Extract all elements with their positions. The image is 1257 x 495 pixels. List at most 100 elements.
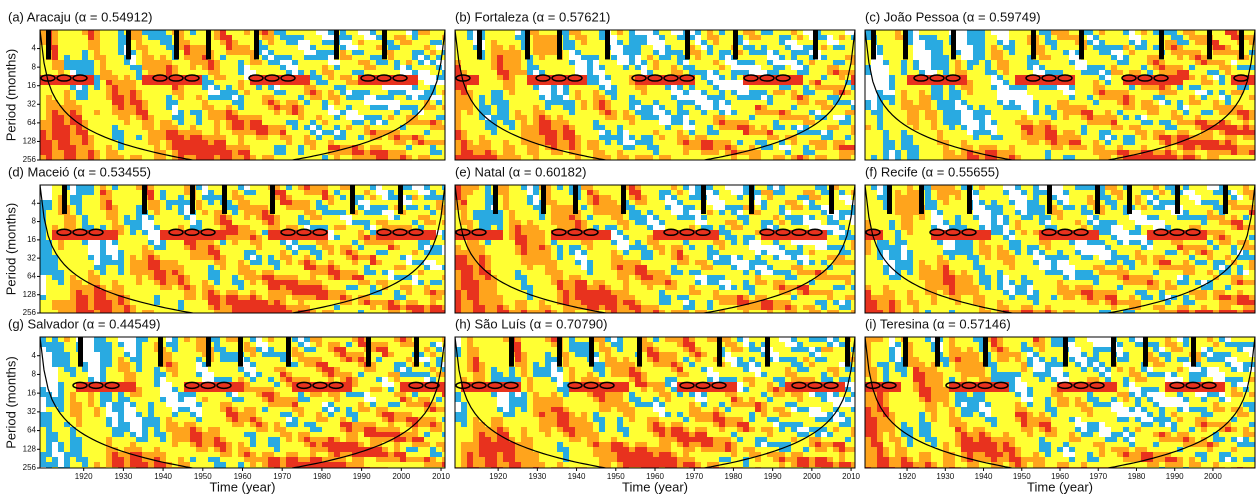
heatmap-cell <box>1021 80 1028 86</box>
heatmap-cell <box>382 115 389 121</box>
heatmap-cell <box>779 30 786 36</box>
heatmap-cell <box>1219 95 1226 101</box>
heatmap-cell <box>364 85 371 91</box>
heatmap-cell <box>292 135 299 141</box>
heatmap-cell <box>94 75 101 81</box>
heatmap-cell <box>901 130 908 136</box>
heatmap-cell <box>587 35 594 41</box>
heatmap-cell <box>1207 90 1214 96</box>
heatmap-cell <box>394 125 401 131</box>
heatmap-cell <box>256 105 263 111</box>
heatmap-cell <box>88 70 95 76</box>
heatmap-cell <box>70 90 77 96</box>
heatmap-cell <box>160 115 167 121</box>
heatmap-cell <box>166 40 173 46</box>
heatmap-cell <box>298 55 305 61</box>
heatmap-cell <box>827 75 834 81</box>
heatmap-cell <box>292 120 299 126</box>
heatmap-cell <box>497 85 504 91</box>
heatmap-cell <box>328 50 335 56</box>
heatmap-cell <box>731 105 738 111</box>
heatmap-cell <box>442 140 445 146</box>
heatmap-cell <box>845 135 852 141</box>
heatmap-cell <box>997 90 1004 96</box>
heatmap-cell <box>599 85 606 91</box>
heatmap-cell <box>82 155 89 160</box>
heatmap-cell <box>973 40 980 46</box>
heatmap-cell <box>196 85 203 91</box>
heatmap-cell <box>845 105 852 111</box>
heatmap-cell <box>797 155 804 160</box>
heatmap-cell <box>949 75 956 81</box>
heatmap-cell <box>184 55 191 61</box>
heatmap-cell <box>773 40 780 46</box>
heatmap-cell <box>412 70 419 76</box>
heatmap-cell <box>503 120 510 126</box>
heatmap-cell <box>154 120 161 126</box>
heatmap-cell <box>635 120 642 126</box>
heatmap-cell <box>647 40 654 46</box>
heatmap-cell <box>406 40 413 46</box>
heatmap-cell <box>749 105 756 111</box>
heatmap-cell <box>641 145 648 151</box>
heatmap-cell <box>779 155 786 160</box>
heatmap-cell <box>1153 35 1160 41</box>
heatmap-cell <box>124 155 131 160</box>
heatmap-cell <box>461 125 468 131</box>
heatmap-cell <box>244 45 251 51</box>
significance-contour <box>334 30 339 60</box>
heatmap-cell <box>1195 40 1202 46</box>
heatmap-cell <box>839 70 846 76</box>
heatmap-cell <box>1243 45 1250 51</box>
heatmap-cell <box>178 125 185 131</box>
heatmap-cell <box>244 120 251 126</box>
heatmap-cell <box>949 130 956 136</box>
heatmap-cell <box>725 145 732 151</box>
heatmap-cell <box>737 50 744 56</box>
heatmap-cell <box>539 130 546 136</box>
heatmap-cell <box>497 45 504 51</box>
heatmap-cell <box>1219 85 1226 91</box>
heatmap-cell <box>154 110 161 116</box>
heatmap-cell <box>749 85 756 91</box>
heatmap-cell <box>310 45 317 51</box>
heatmap-cell <box>142 140 149 146</box>
heatmap-cell <box>1159 110 1166 116</box>
heatmap-cell <box>803 120 810 126</box>
heatmap-cell <box>208 35 215 41</box>
heatmap-cell <box>581 100 588 106</box>
heatmap-cell <box>479 60 486 66</box>
heatmap-cell <box>172 90 179 96</box>
heatmap-cell <box>839 80 846 86</box>
heatmap-cell <box>52 50 59 56</box>
heatmap-cell <box>316 30 323 36</box>
heatmap-cell <box>653 35 660 41</box>
heatmap-cell <box>70 105 77 111</box>
heatmap-cell <box>767 140 774 146</box>
heatmap-cell <box>214 135 221 141</box>
heatmap-cell <box>773 85 780 91</box>
heatmap-cell <box>973 70 980 76</box>
heatmap-cell <box>1087 135 1094 141</box>
heatmap-cell <box>1165 80 1172 86</box>
heatmap-cell <box>833 45 840 51</box>
heatmap-cell <box>587 90 594 96</box>
heatmap-cell <box>1057 90 1064 96</box>
heatmap-cell <box>376 110 383 116</box>
heatmap-cell <box>767 110 774 116</box>
heatmap-cell <box>545 140 552 146</box>
heatmap-cell <box>436 145 443 151</box>
heatmap-cell <box>40 150 47 156</box>
heatmap-cell <box>1249 125 1255 131</box>
heatmap-cell <box>671 135 678 141</box>
heatmap-cell <box>94 130 101 136</box>
heatmap-cell <box>76 30 83 36</box>
heatmap-cell <box>877 50 884 56</box>
heatmap-cell <box>629 145 636 151</box>
heatmap-cell <box>695 50 702 56</box>
heatmap-cell <box>749 110 756 116</box>
heatmap-cell <box>943 110 950 116</box>
heatmap-cell <box>1021 40 1028 46</box>
heatmap-cell <box>226 30 233 36</box>
